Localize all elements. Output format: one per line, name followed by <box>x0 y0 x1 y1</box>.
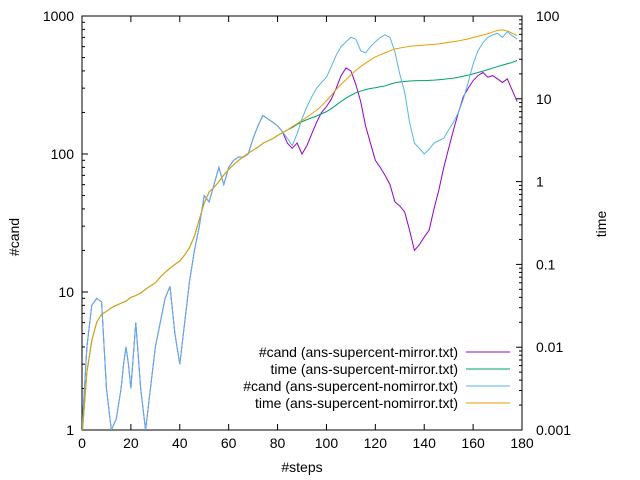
y-axis-label-left: #cand <box>6 218 22 256</box>
series-line-2 <box>82 30 518 430</box>
legend-label-1: time (ans-supercent-mirror.txt) <box>271 361 458 377</box>
y-left-tick-label: 10 <box>58 284 74 300</box>
y-right-tick-label: 1 <box>536 174 544 190</box>
x-tick-label: 40 <box>172 435 188 451</box>
x-tick-label: 120 <box>364 435 388 451</box>
x-tick-label: 0 <box>78 435 86 451</box>
legend: #cand (ans-supercent-mirror.txt)time (an… <box>243 344 510 411</box>
x-tick-label: 160 <box>461 435 485 451</box>
y-right-tick-label: 10 <box>536 91 552 107</box>
series-layer <box>82 29 518 430</box>
legend-label-2: #cand (ans-supercent-nomirror.txt) <box>243 378 458 394</box>
x-tick-label: 20 <box>123 435 139 451</box>
y-right-tick-label: 0.001 <box>536 422 571 438</box>
plot-frame <box>81 15 523 431</box>
y-axis-label-right: time <box>593 211 609 238</box>
x-tick-label: 100 <box>315 435 339 451</box>
x-tick-label: 60 <box>221 435 237 451</box>
legend-label-0: #cand (ans-supercent-mirror.txt) <box>259 344 458 360</box>
x-tick-label: 80 <box>270 435 286 451</box>
y-left-tick-label: 1 <box>66 422 74 438</box>
axes-layer: 0 20 40 60 80 100 120 140 160 180 1 10 100 1000 0.001 0… <box>43 8 571 451</box>
y-left-tick-label: 100 <box>51 146 75 162</box>
y-right-tick-label: 0.01 <box>536 339 563 355</box>
x-tick-label: 180 <box>510 435 534 451</box>
y-right-tick-label: 0.1 <box>536 256 556 272</box>
x-axis-label: #steps <box>281 459 322 475</box>
y-right-tick-label: 100 <box>536 8 560 24</box>
y-left-tick-label: 1000 <box>43 8 74 24</box>
series-line-3 <box>82 29 518 430</box>
x-tick-label: 140 <box>413 435 437 451</box>
legend-label-3: time (ans-supercent-nomirror.txt) <box>255 395 458 411</box>
